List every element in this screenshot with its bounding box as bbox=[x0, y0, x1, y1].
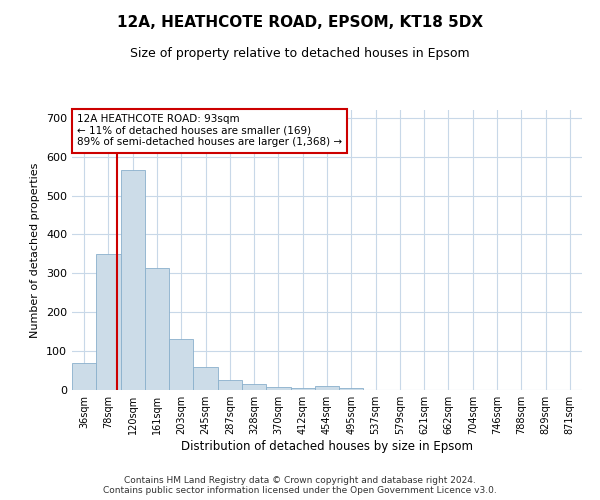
X-axis label: Distribution of detached houses by size in Epsom: Distribution of detached houses by size … bbox=[181, 440, 473, 453]
Bar bbox=[72, 363, 96, 390]
Text: 12A, HEATHCOTE ROAD, EPSOM, KT18 5DX: 12A, HEATHCOTE ROAD, EPSOM, KT18 5DX bbox=[117, 15, 483, 30]
Text: Contains public sector information licensed under the Open Government Licence v3: Contains public sector information licen… bbox=[103, 486, 497, 495]
Bar bbox=[193, 366, 218, 390]
Text: 12A HEATHCOTE ROAD: 93sqm
← 11% of detached houses are smaller (169)
89% of semi: 12A HEATHCOTE ROAD: 93sqm ← 11% of detac… bbox=[77, 114, 342, 148]
Bar bbox=[145, 268, 169, 390]
Bar bbox=[96, 254, 121, 390]
Y-axis label: Number of detached properties: Number of detached properties bbox=[31, 162, 40, 338]
Text: Contains HM Land Registry data © Crown copyright and database right 2024.: Contains HM Land Registry data © Crown c… bbox=[124, 476, 476, 485]
Bar bbox=[266, 387, 290, 390]
Bar bbox=[290, 388, 315, 390]
Bar bbox=[218, 380, 242, 390]
Bar bbox=[339, 388, 364, 390]
Text: Size of property relative to detached houses in Epsom: Size of property relative to detached ho… bbox=[130, 48, 470, 60]
Bar bbox=[315, 386, 339, 390]
Bar bbox=[121, 170, 145, 390]
Bar bbox=[169, 340, 193, 390]
Bar bbox=[242, 384, 266, 390]
